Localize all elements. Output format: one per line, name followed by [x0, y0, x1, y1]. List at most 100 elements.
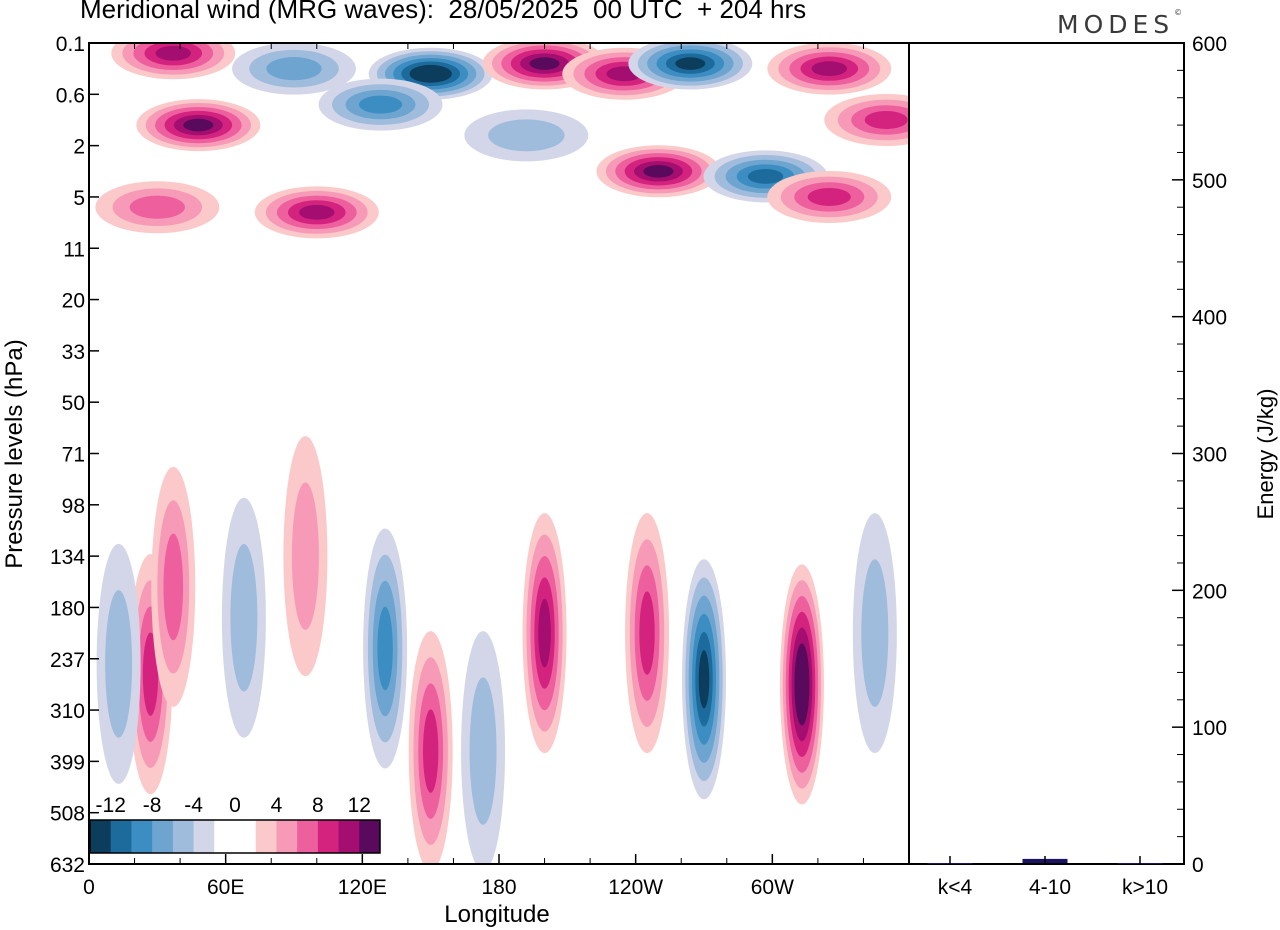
energy-tick-label: 400 [1192, 307, 1227, 330]
logo-text: MODES [1057, 10, 1175, 39]
modes-logo: MODES© [1057, 8, 1183, 39]
contour-cell-25 [625, 513, 670, 754]
contour-band [377, 606, 393, 691]
contour-band [639, 591, 655, 675]
contour-cell-9 [628, 43, 753, 90]
contour-cell-20 [283, 436, 328, 677]
colorbar-swatch [131, 820, 153, 853]
y-tick-label: 5 [73, 187, 85, 210]
y-tick-label: 50 [62, 392, 85, 415]
colorbar-swatch [152, 820, 174, 853]
contour-cell-0 [111, 43, 236, 80]
energy-bars: k<4 4-10 k>10 [927, 856, 1168, 899]
colorbar-swatch [297, 820, 319, 853]
contour-cell-17 [96, 543, 141, 784]
contour-band [529, 57, 560, 70]
colorbar-label: -12 [96, 794, 126, 817]
contour-band [488, 119, 565, 152]
contour-cell-3 [95, 181, 220, 234]
contour-band [142, 632, 159, 716]
contour-band [861, 559, 889, 707]
x-tick-label: 180 [481, 876, 516, 899]
x-tick-label: 120E [338, 876, 387, 899]
contour-band [538, 598, 551, 668]
colorbar-frame [89, 819, 381, 854]
colorbar-label: 4 [271, 794, 283, 817]
x-axis-label: Longitude [444, 901, 549, 928]
heatmap-field [95, 43, 909, 864]
colorbar-swatch [359, 820, 381, 853]
contour-band [183, 118, 214, 132]
contour-cell-4 [232, 43, 356, 95]
contour-band [643, 164, 674, 178]
contour-band [155, 45, 191, 61]
contour-band [469, 677, 497, 825]
contour-cell-21 [363, 528, 408, 769]
contour-band [864, 110, 908, 129]
chart-title: Meridional wind (MRG waves): 28/05/2025 … [80, 0, 807, 24]
contour-cell-6 [318, 78, 443, 131]
contour-cell-23 [461, 631, 506, 864]
contour-cell-1 [136, 99, 261, 152]
contour-cell-8 [562, 47, 687, 100]
colorbar-label: 0 [229, 794, 241, 817]
y-axis-label: Pressure levels (hPa) [1, 339, 28, 568]
contour-cell-15 [767, 170, 892, 223]
energy-axis-label: Energy (J/kg) [1253, 389, 1278, 520]
energy-category-label: k>10 [1122, 876, 1168, 899]
contour-band [797, 659, 807, 710]
colorbar-label: -4 [184, 794, 203, 817]
contour-band [807, 187, 851, 206]
contour-band [105, 590, 133, 738]
colorbar-swatch [235, 820, 257, 853]
energy-tick-label: 0 [1192, 854, 1204, 877]
y-tick-label: 310 [50, 700, 85, 723]
contour-cell-28 [852, 513, 897, 754]
x-tick-label: 60E [207, 876, 244, 899]
colorbar: -12 -8 -4 0 4 8 12 [89, 794, 381, 854]
colorbar-label: 12 [348, 794, 371, 817]
contour-band [675, 57, 706, 70]
contour-band [163, 533, 184, 641]
energy-panel-frame [908, 42, 1185, 865]
x-tick-label: 120W [608, 876, 663, 899]
contour-band [230, 543, 258, 692]
contour-band [266, 57, 322, 81]
contour-cell-19 [221, 497, 266, 738]
energy-category-label: k<4 [938, 876, 973, 899]
y-tick-label: 180 [50, 597, 85, 620]
colorbar-swatch [193, 820, 215, 853]
x-tick-label: 60W [751, 876, 794, 899]
colorbar-swatch [255, 820, 277, 853]
contour-band [811, 61, 847, 77]
energy-tick-label: 100 [1192, 717, 1227, 740]
y-tick-label: 237 [50, 649, 85, 672]
y-tick-label: 508 [50, 803, 85, 826]
contour-cell-10 [464, 109, 589, 162]
contour-cell-18 [151, 466, 196, 707]
contour-cell-13 [767, 43, 892, 95]
contour-band [698, 650, 710, 709]
colorbar-swatch [172, 820, 195, 853]
colorbar-swatch [110, 820, 132, 853]
colorbar-label: -8 [143, 794, 162, 817]
contour-band [129, 195, 185, 219]
y-tick-label: 71 [62, 444, 85, 467]
contour-cell-2 [254, 186, 379, 239]
energy-tick-label: 600 [1192, 33, 1227, 56]
y-tick-label: 20 [62, 290, 85, 313]
contour-cell-14 [824, 93, 909, 146]
contour-band [299, 204, 335, 220]
logo-mark: © [1174, 8, 1183, 17]
contour-band [422, 709, 439, 793]
energy-tick-label: 200 [1192, 580, 1227, 603]
y-tick-label: 11 [63, 238, 85, 261]
y-tick-label: 33 [62, 341, 85, 364]
x-tick-label: 0 [83, 876, 95, 899]
contour-cell-11 [596, 145, 721, 198]
contour-band [358, 95, 403, 114]
y-tick-label: 0.1 [56, 33, 85, 56]
energy-tick-label: 300 [1192, 444, 1227, 467]
contour-cell-26 [682, 559, 726, 800]
